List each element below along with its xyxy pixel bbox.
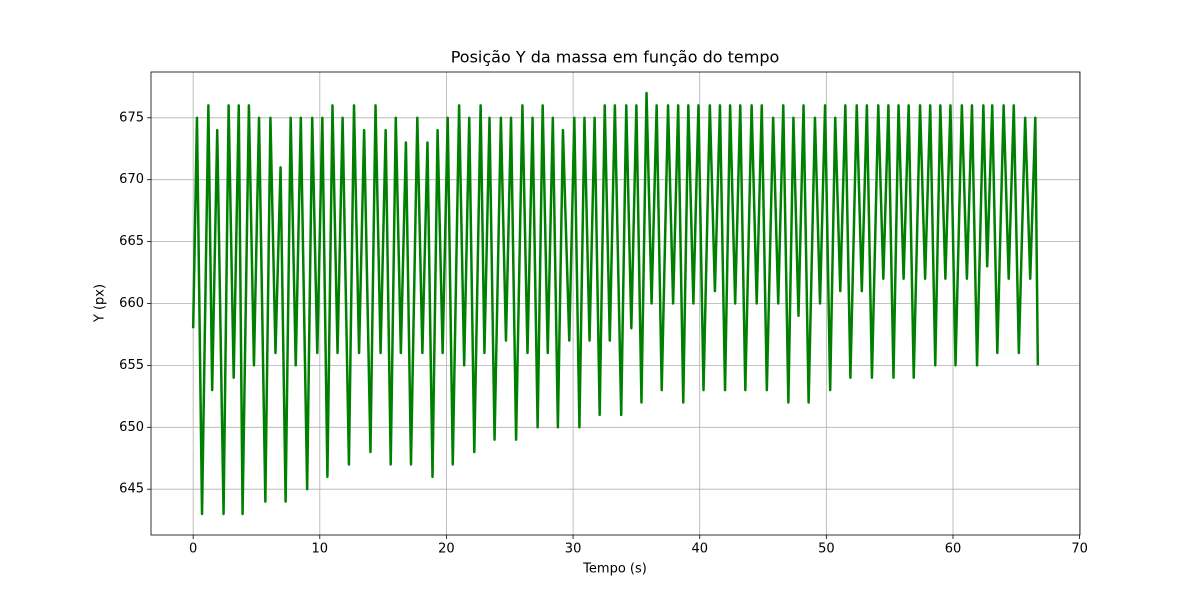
plot-frame [150,71,1081,536]
x-tick-label: 40 [691,542,708,557]
y-tick-label: 660 [119,296,144,311]
x-tick-label: 30 [565,542,582,557]
y-tick-label: 645 [119,482,144,497]
x-tick-label: 60 [945,542,962,557]
y-tick-label: 665 [119,234,144,249]
y-tick-label: 655 [119,358,144,373]
chart-title: Posição Y da massa em função do tempo [451,48,780,67]
x-tick-label: 70 [1071,542,1088,557]
y-tick-label: 650 [119,420,144,435]
data-line [191,91,1040,516]
y-axis-label: Y (px) [93,284,108,323]
x-tick-label: 50 [818,542,835,557]
x-axis-label: Tempo (s) [582,562,647,577]
x-tick-label: 0 [189,542,197,557]
y-tick-label: 670 [119,172,144,187]
y-tick-label: 675 [119,110,144,125]
x-tick-label: 20 [438,542,455,557]
x-tick-label: 10 [312,542,329,557]
